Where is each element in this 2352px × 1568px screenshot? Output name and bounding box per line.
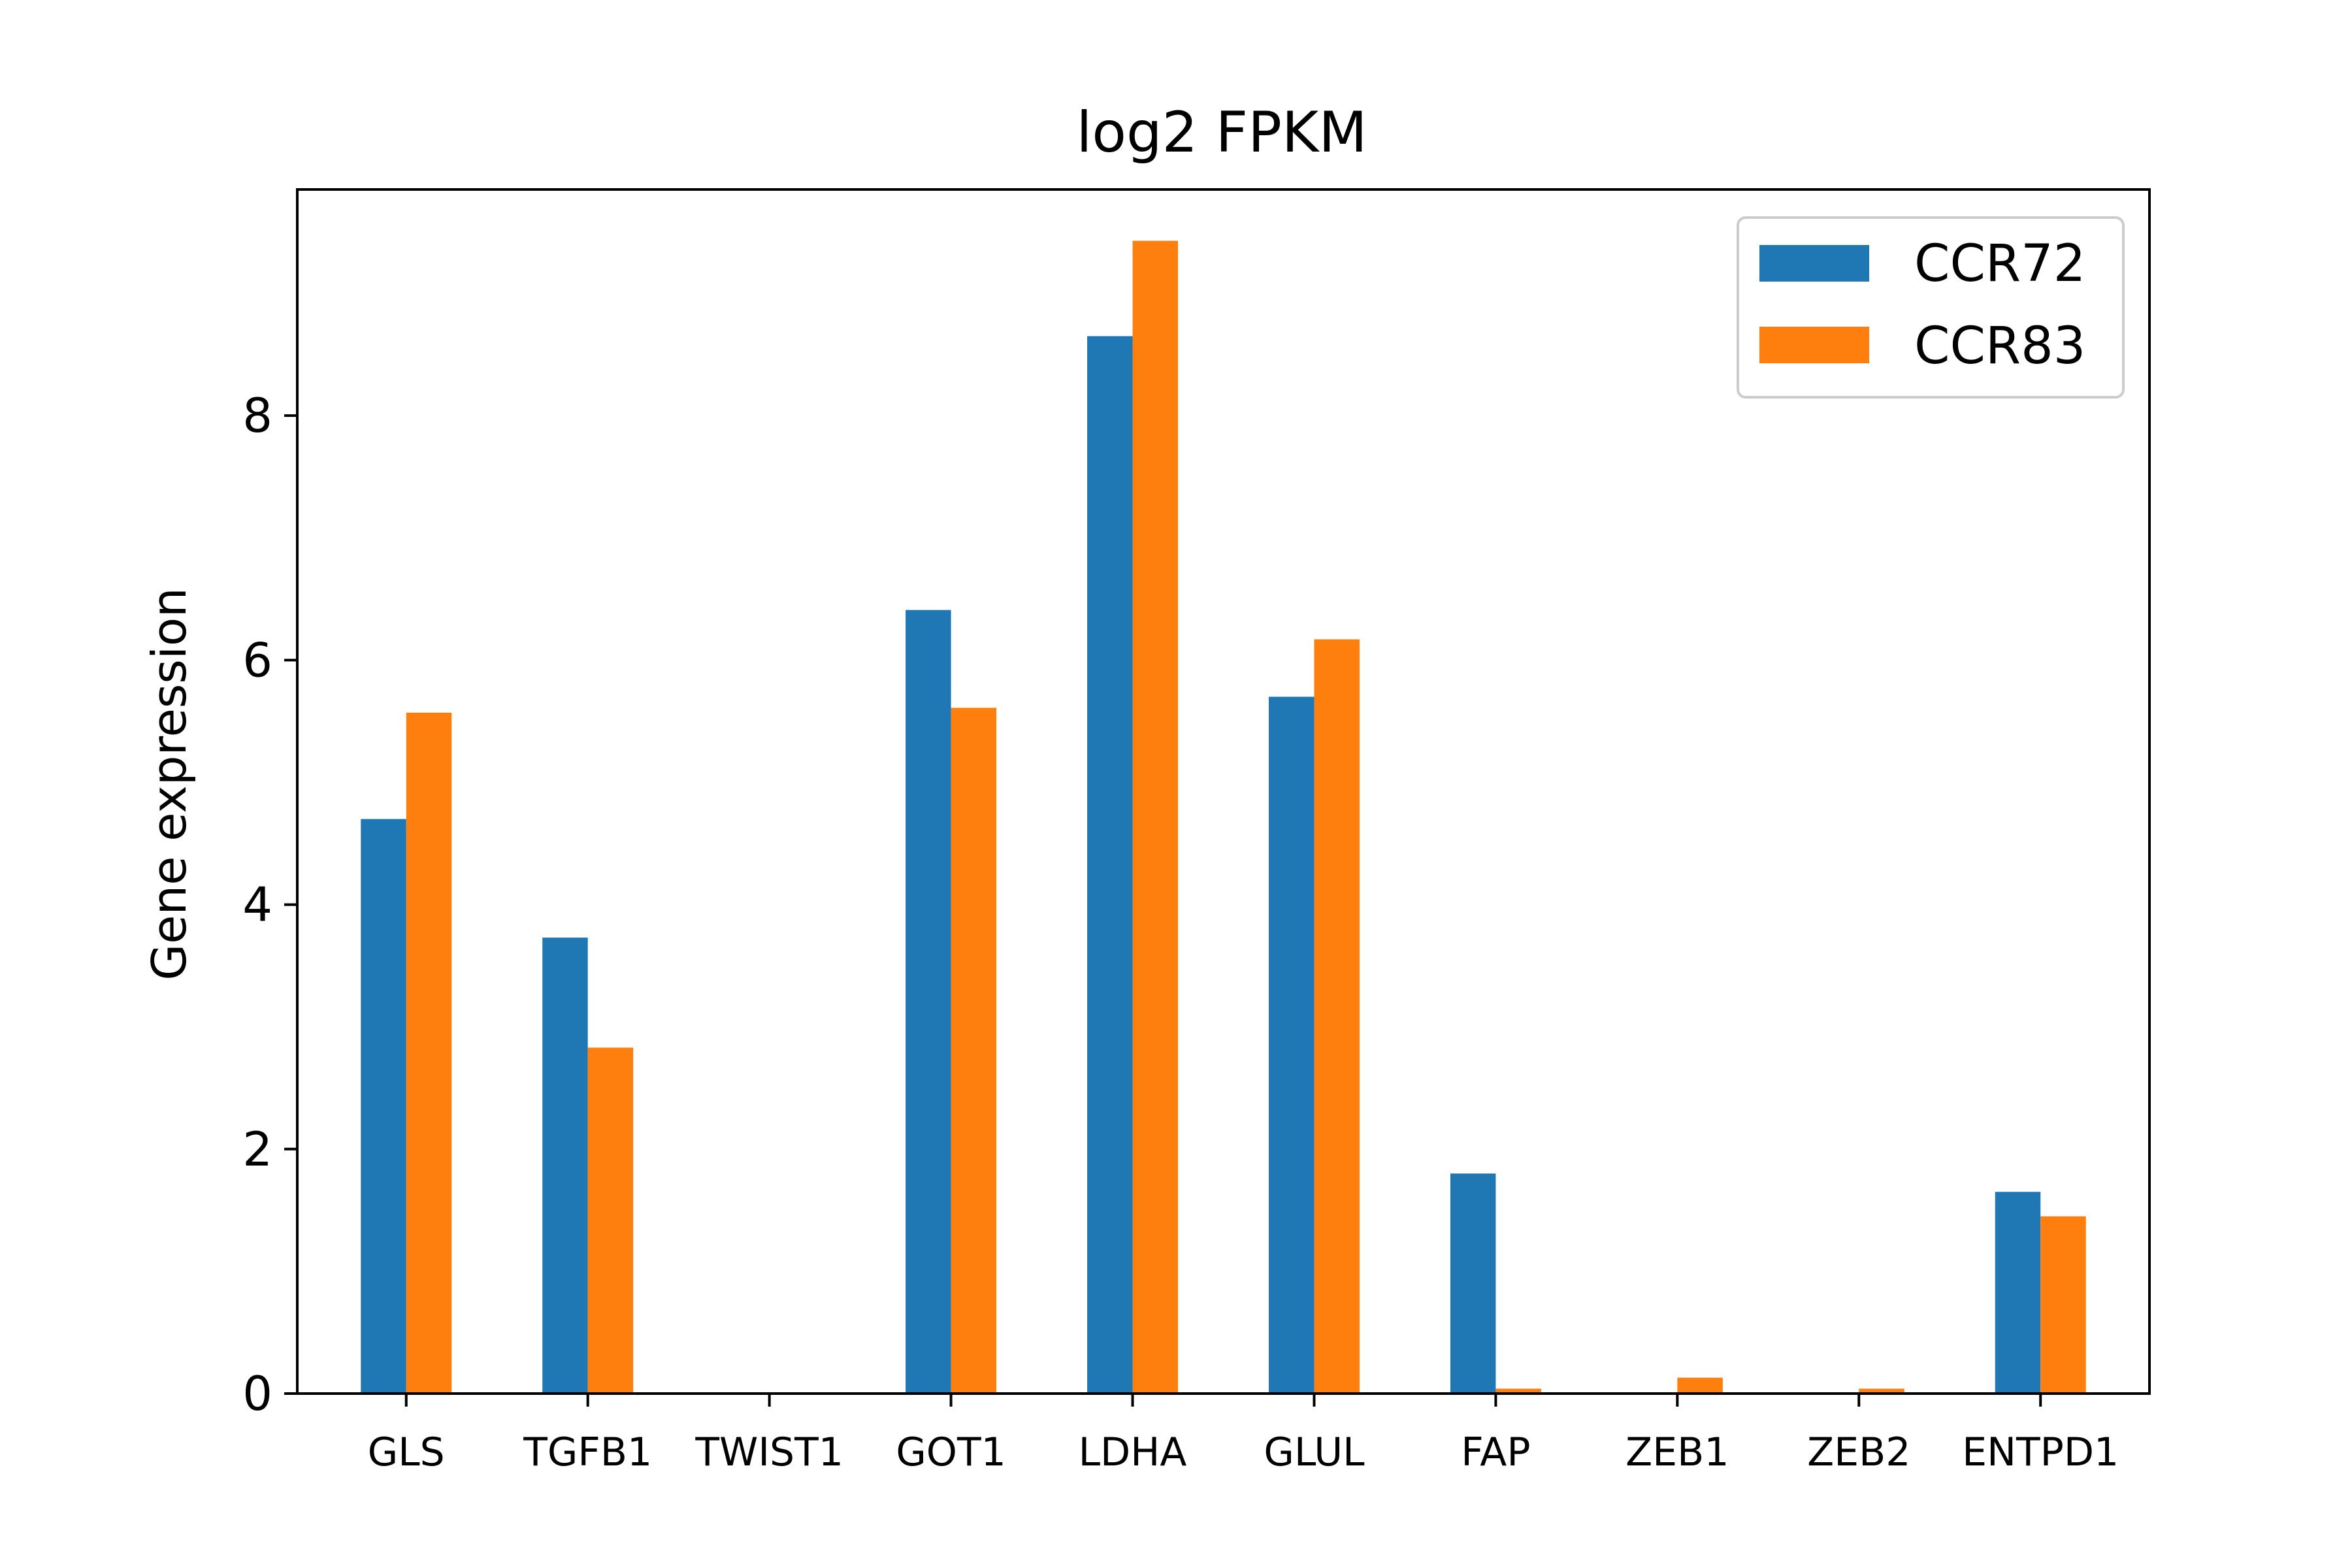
x-tick-label-ldha: LDHA (1079, 1429, 1187, 1475)
bar-ccr72-tgfb1 (542, 938, 588, 1394)
bar-ccr83-zeb1 (1677, 1377, 1723, 1394)
legend: CCR72 CCR83 (1737, 216, 2125, 399)
x-ticks: GLS TGFB1 TWIST1 GOT1 LDHA GLUL FAP ZEB1 ZEB2 ENT… (368, 1394, 2119, 1475)
legend-label-ccr83: CCR83 (1914, 317, 2085, 376)
bar-ccr72-glul (1268, 696, 1315, 1394)
x-tick-label-got1: GOT1 (896, 1429, 1006, 1475)
chart-title: log2 FPKM (1076, 100, 1367, 165)
y-tick-label: 0 (242, 1366, 272, 1421)
bar-ccr83-ldha (1132, 240, 1179, 1394)
bar-ccr72-gls (361, 819, 406, 1394)
bar-ccr72-fap (1450, 1173, 1496, 1394)
y-tick-label: 8 (242, 388, 272, 443)
x-tick-label-fap: FAP (1461, 1429, 1530, 1475)
y-ticks: 0 2 4 6 8 (242, 388, 297, 1421)
bar-ccr83-gls (406, 712, 452, 1394)
x-tick-label-tgfb1: TGFB1 (523, 1429, 652, 1475)
bar-ccr83-glul (1314, 639, 1360, 1394)
y-tick-label: 2 (242, 1122, 272, 1177)
bar-ccr83-tgfb1 (587, 1047, 634, 1394)
legend-swatch-ccr83 (1759, 327, 1869, 363)
bar-ccr72-got1 (906, 610, 951, 1394)
y-tick-label: 6 (242, 632, 272, 687)
y-axis-label: Gene expression (142, 587, 197, 980)
bar-ccr72-ldha (1087, 336, 1133, 1394)
bars-layer (361, 240, 2086, 1394)
bar-ccr83-zeb2 (1859, 1388, 1904, 1394)
bar-ccr83-got1 (951, 708, 997, 1394)
x-tick-label-glul: GLUL (1264, 1429, 1365, 1475)
x-tick-label-zeb1: ZEB1 (1625, 1429, 1729, 1475)
x-tick-label-gls: GLS (368, 1429, 445, 1475)
bar-ccr83-entpd1 (2040, 1216, 2086, 1394)
legend-swatch-ccr72 (1759, 245, 1869, 282)
legend-label-ccr72: CCR72 (1914, 235, 2085, 293)
x-tick-label-zeb2: ZEB2 (1807, 1429, 1910, 1475)
y-tick-label: 4 (242, 877, 272, 932)
plot-frame (296, 188, 2151, 1395)
bar-ccr72-entpd1 (1995, 1192, 2041, 1394)
bar-ccr83-fap (1495, 1388, 1541, 1394)
x-tick-label-entpd1: ENTPD1 (1962, 1429, 2119, 1475)
x-tick-label-twist1: TWIST1 (694, 1429, 843, 1475)
